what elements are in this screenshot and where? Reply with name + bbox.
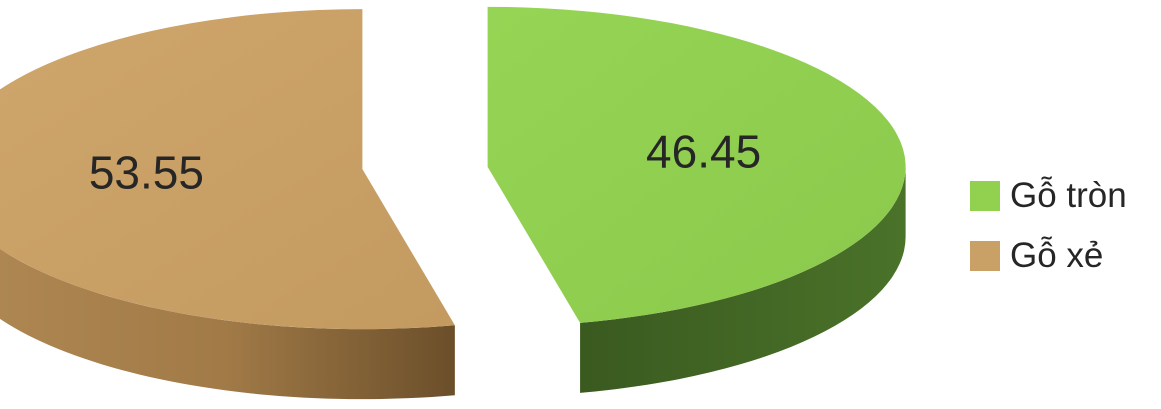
legend-item-go-tron: Gỗ tròn	[970, 176, 1155, 216]
pie-slice-side	[0, 248, 455, 400]
pie-slice-go-tron	[487, 6, 906, 393]
legend-swatch-go-xe	[970, 241, 1000, 271]
legend-label-go-xe: Gỗ xẻ	[1010, 236, 1104, 275]
pie-slice-top	[487, 6, 906, 323]
data-label-go-tron: 46.45	[646, 126, 761, 178]
legend-label-go-tron: Gỗ tròn	[1010, 176, 1127, 215]
data-label-go-xe: 53.55	[89, 147, 204, 199]
pie-slice-top	[0, 9, 455, 330]
legend-swatch-go-tron	[970, 181, 1000, 211]
pie-slice-go-xe	[0, 9, 455, 400]
legend: Gỗ tròn Gỗ xẻ	[970, 176, 1155, 296]
pie-slice-side	[580, 166, 906, 393]
legend-item-go-xe: Gỗ xẻ	[970, 236, 1155, 276]
